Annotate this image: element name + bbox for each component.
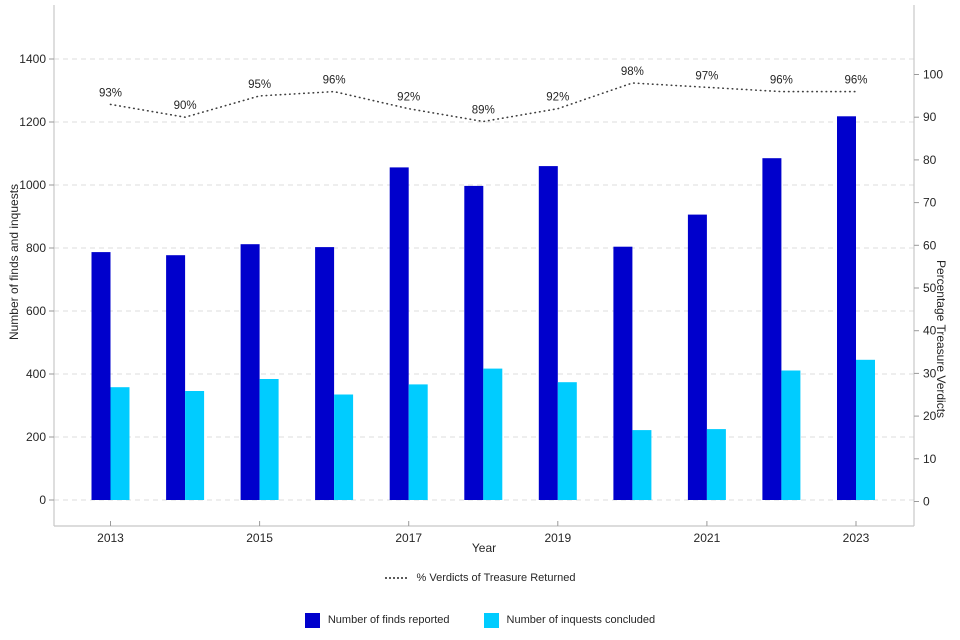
legend-bars-row: Number of finds reported Number of inque… xyxy=(0,611,960,629)
right-tick-label: 0 xyxy=(923,495,930,509)
right-tick-label: 60 xyxy=(923,238,937,252)
bar xyxy=(408,384,428,500)
bar xyxy=(538,166,558,500)
left-tick-label: 1200 xyxy=(19,115,46,129)
bar xyxy=(687,214,707,500)
bars-inquests-concluded xyxy=(110,359,875,500)
right-tick-label: 40 xyxy=(923,324,937,338)
x-tick-label: 2019 xyxy=(544,531,571,545)
x-tick-label: 2021 xyxy=(694,531,721,545)
right-axis-title: Percentage Treasure Verdicts xyxy=(934,259,948,419)
right-tick-label: 80 xyxy=(923,153,937,167)
bar xyxy=(762,158,782,500)
bar xyxy=(185,391,205,500)
x-tick-label: 2013 xyxy=(97,531,124,545)
bar xyxy=(781,370,801,500)
finds-swatch-icon xyxy=(304,612,320,628)
bar xyxy=(166,255,186,500)
bars-finds-reported xyxy=(91,116,856,501)
left-tick-label: 1400 xyxy=(19,52,46,66)
legend-line-label: % Verdicts of Treasure Returned xyxy=(416,572,576,584)
dotted-line-key-icon xyxy=(384,577,407,579)
percent-label: 93% xyxy=(99,87,122,99)
bar xyxy=(464,185,484,500)
bar xyxy=(240,244,260,500)
legend-line-row: % Verdicts of Treasure Returned xyxy=(0,570,960,586)
right-axis-ticks: 0 10 20 30 40 50 60 70 80 90 100 xyxy=(914,68,943,509)
right-tick-label: 100 xyxy=(923,68,943,82)
percent-label: 96% xyxy=(844,75,867,87)
left-tick-label: 600 xyxy=(26,304,46,318)
x-tick-label: 2023 xyxy=(843,531,870,545)
percent-label: 96% xyxy=(323,75,346,87)
inquests-swatch-icon xyxy=(483,612,499,628)
bar xyxy=(837,116,856,501)
left-tick-label: 800 xyxy=(26,241,46,255)
bar xyxy=(389,167,409,500)
percent-label: 97% xyxy=(695,70,718,82)
percent-label: 95% xyxy=(248,79,271,91)
x-axis-ticks: 2013 2015 2017 2019 2021 2023 xyxy=(97,521,870,545)
bar xyxy=(334,394,354,500)
right-tick-label: 10 xyxy=(923,452,937,466)
percent-label: 98% xyxy=(621,66,644,78)
bar xyxy=(856,359,875,500)
bar xyxy=(110,387,130,500)
right-tick-label: 20 xyxy=(923,409,937,423)
x-tick-label: 2015 xyxy=(246,531,273,545)
right-tick-label: 90 xyxy=(923,110,937,124)
left-axis-title: Number of finds and inquests xyxy=(7,183,21,341)
percent-label: 89% xyxy=(472,105,495,117)
right-tick-label: 50 xyxy=(923,281,937,295)
percent-label: 92% xyxy=(397,92,420,104)
percent-label: 92% xyxy=(546,92,569,104)
percent-labels: 93% 90% 95% 96% 92% 89% 92% 98% 97% 96% 96% xyxy=(99,66,868,117)
percent-label: 96% xyxy=(770,75,793,87)
left-tick-label: 1000 xyxy=(19,178,46,192)
left-axis-ticks: 0 200 400 600 800 1000 1200 1400 xyxy=(19,52,54,507)
left-tick-label: 400 xyxy=(26,367,46,381)
bar xyxy=(632,430,652,500)
percent-verdicts-line xyxy=(109,82,857,123)
left-tick-label: 0 xyxy=(39,493,46,507)
left-tick-label: 200 xyxy=(26,430,46,444)
x-tick-label: 2017 xyxy=(395,531,422,545)
percent-label: 90% xyxy=(174,100,197,112)
bar xyxy=(557,382,577,500)
bar xyxy=(706,429,726,500)
chart-canvas: 93%90%95% 96%92%89%92%98% 97% 96% 96%0200400… xyxy=(19,5,943,545)
bar xyxy=(259,379,279,500)
bar xyxy=(483,368,503,500)
bar xyxy=(315,247,335,500)
bar xyxy=(91,252,111,500)
legend-inquests-label: Number of inquests concluded xyxy=(506,614,656,626)
right-tick-label: 30 xyxy=(923,366,937,380)
legend-finds-label: Number of finds reported xyxy=(327,614,450,626)
x-axis-title: Year xyxy=(471,541,497,555)
right-tick-label: 70 xyxy=(923,196,937,210)
bar xyxy=(613,246,633,500)
